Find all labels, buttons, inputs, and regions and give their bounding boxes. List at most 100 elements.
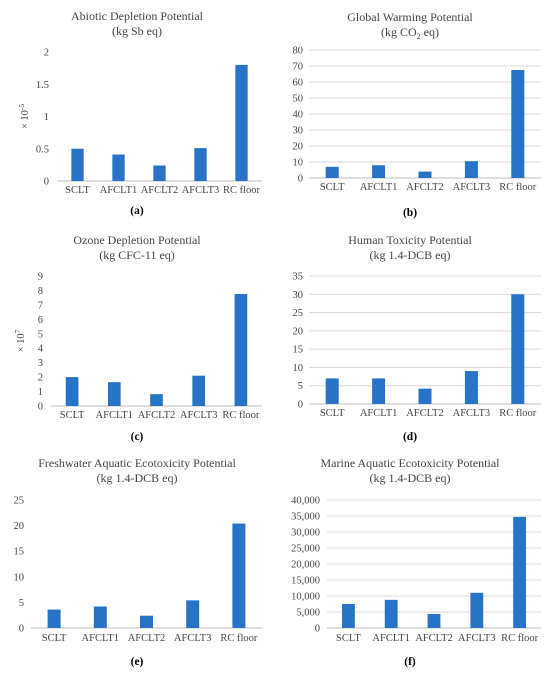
- x-tick-label: AFCLT2: [128, 633, 166, 644]
- x-tick-label: RC floor: [499, 408, 537, 419]
- x-tick-label: AFCLT1: [360, 182, 398, 193]
- x-tick-label: SCLT: [60, 410, 85, 421]
- chart-subtitle: (kg 1.4-DCB eq): [97, 471, 178, 485]
- y-tick-label: 2: [44, 48, 49, 59]
- y-tick-label: 20: [293, 142, 304, 153]
- panel-caption: (e): [131, 656, 144, 668]
- x-tick-label: AFCLT3: [182, 185, 220, 196]
- y-axis-multiplier: × 10-5: [17, 104, 31, 130]
- bar-afclt2: [150, 394, 163, 406]
- y-tick-label: 6: [38, 315, 43, 326]
- bar-sclt: [341, 604, 355, 628]
- bar-rc-floor: [232, 523, 246, 628]
- y-tick-label: 0.5: [36, 144, 49, 155]
- bar-afclt2: [427, 613, 441, 628]
- bar-afclt1: [112, 154, 125, 181]
- y-tick-label: 7: [38, 300, 43, 311]
- y-axis-multiplier: × 107: [13, 329, 27, 352]
- bar-rc-floor: [513, 516, 527, 628]
- x-tick-label: SCLT: [336, 633, 361, 644]
- y-tick-label: 5: [298, 381, 303, 392]
- bar-afclt3: [464, 371, 478, 404]
- chart-title: Marine Aquatic Ecotoxicity Potential: [321, 456, 501, 470]
- y-tick-label: 50: [293, 94, 304, 105]
- bar-afclt1: [107, 382, 121, 406]
- y-tick-label: 30: [293, 290, 304, 301]
- bar-afclt1: [372, 378, 386, 404]
- bar-sclt: [71, 148, 84, 181]
- chart-title: Freshwater Aquatic Ecotoxicity Potential: [38, 456, 236, 470]
- y-tick-label: 60: [293, 78, 304, 89]
- y-tick-label: 30,000: [291, 528, 320, 539]
- y-tick-label: 25: [293, 308, 304, 319]
- y-tick-label: 35,000: [291, 512, 320, 523]
- x-tick-label: RC floor: [220, 633, 258, 644]
- bar-afclt3: [192, 375, 206, 406]
- panel-caption: (f): [404, 656, 416, 668]
- bar-sclt: [65, 377, 79, 406]
- y-tick-label: 4: [38, 344, 44, 355]
- x-tick-label: AFCLT1: [360, 408, 398, 419]
- bar-afclt3: [194, 148, 207, 181]
- bar-afclt2: [418, 388, 432, 404]
- x-tick-label: RC floor: [222, 410, 260, 421]
- y-tick-label: 15,000: [291, 576, 320, 587]
- x-tick-label: SCLT: [42, 633, 67, 644]
- y-tick-label: 0: [298, 174, 303, 185]
- y-tick-label: 20,000: [291, 560, 320, 571]
- bar-afclt1: [372, 165, 386, 178]
- bar-afclt2: [418, 171, 432, 178]
- panel-caption: (b): [403, 207, 417, 219]
- chart-subtitle: (kg CO2 eq): [381, 25, 439, 41]
- bar-afclt2: [140, 615, 153, 628]
- bar-sclt: [325, 166, 339, 178]
- y-tick-label: 20: [293, 326, 304, 337]
- y-tick-label: 70: [293, 62, 304, 73]
- y-tick-label: 10: [293, 363, 304, 374]
- x-tick-label: AFCLT3: [174, 633, 212, 644]
- bar-afclt3: [464, 161, 478, 178]
- x-tick-label: AFCLT1: [100, 185, 138, 196]
- bar-sclt: [325, 378, 339, 404]
- y-tick-label: 25: [14, 496, 25, 507]
- x-tick-label: AFCLT2: [406, 182, 444, 193]
- chart-e: Freshwater Aquatic Ecotoxicity Potential…: [14, 456, 262, 668]
- x-tick-label: AFCLT3: [458, 633, 496, 644]
- y-tick-label: 9: [38, 272, 43, 283]
- bar-sclt: [47, 609, 61, 628]
- y-tick-label: 8: [38, 286, 43, 297]
- chart-title: Abiotic Depletion Potential: [71, 9, 204, 23]
- x-tick-label: AFCLT1: [372, 633, 410, 644]
- x-tick-label: RC floor: [501, 633, 539, 644]
- chart-a: Abiotic Depletion Potential(kg Sb eq) 0 0.…: [17, 9, 262, 217]
- x-tick-label: SCLT: [65, 185, 90, 196]
- x-tick-label: RC floor: [223, 185, 261, 196]
- x-tick-label: RC floor: [499, 182, 537, 193]
- chart-b: Global Warming Potential(kg CO2 eq) 0 10 20…: [293, 10, 541, 219]
- x-tick-label: AFCLT2: [141, 185, 179, 196]
- chart-d: Human Toxicity Potential(kg 1.4-DCB eq) 0…: [293, 233, 541, 443]
- chart-c: Ozone Depletion Potential(kg CFC-11 eq) 0…: [13, 233, 262, 443]
- x-tick-label: AFCLT3: [180, 410, 218, 421]
- x-tick-label: AFCLT2: [406, 408, 444, 419]
- y-tick-label: 15: [293, 345, 304, 356]
- panel-caption: (d): [403, 431, 417, 443]
- x-tick-label: SCLT: [320, 408, 345, 419]
- y-tick-label: 30: [293, 126, 304, 137]
- panel-caption: (a): [130, 205, 144, 217]
- y-tick-label: 1: [44, 112, 49, 123]
- bar-rc-floor: [234, 294, 248, 406]
- y-tick-label: 2: [38, 373, 43, 384]
- y-tick-label: 40: [293, 110, 304, 121]
- panel-caption: (c): [131, 431, 144, 443]
- chart-title: Human Toxicity Potential: [348, 233, 472, 247]
- y-tick-label: 0: [38, 402, 43, 413]
- y-tick-label: 20: [14, 521, 25, 532]
- chart-f: Marine Aquatic Ecotoxicity Potential(kg …: [291, 456, 541, 668]
- chart-subtitle: (kg Sb eq): [112, 24, 162, 38]
- chart-subtitle: (kg 1.4-DCB eq): [370, 248, 451, 262]
- y-tick-label: 5,000: [296, 608, 320, 619]
- y-tick-label: 10,000: [291, 592, 320, 603]
- bar-afclt1: [384, 599, 398, 628]
- bar-rc-floor: [511, 294, 525, 404]
